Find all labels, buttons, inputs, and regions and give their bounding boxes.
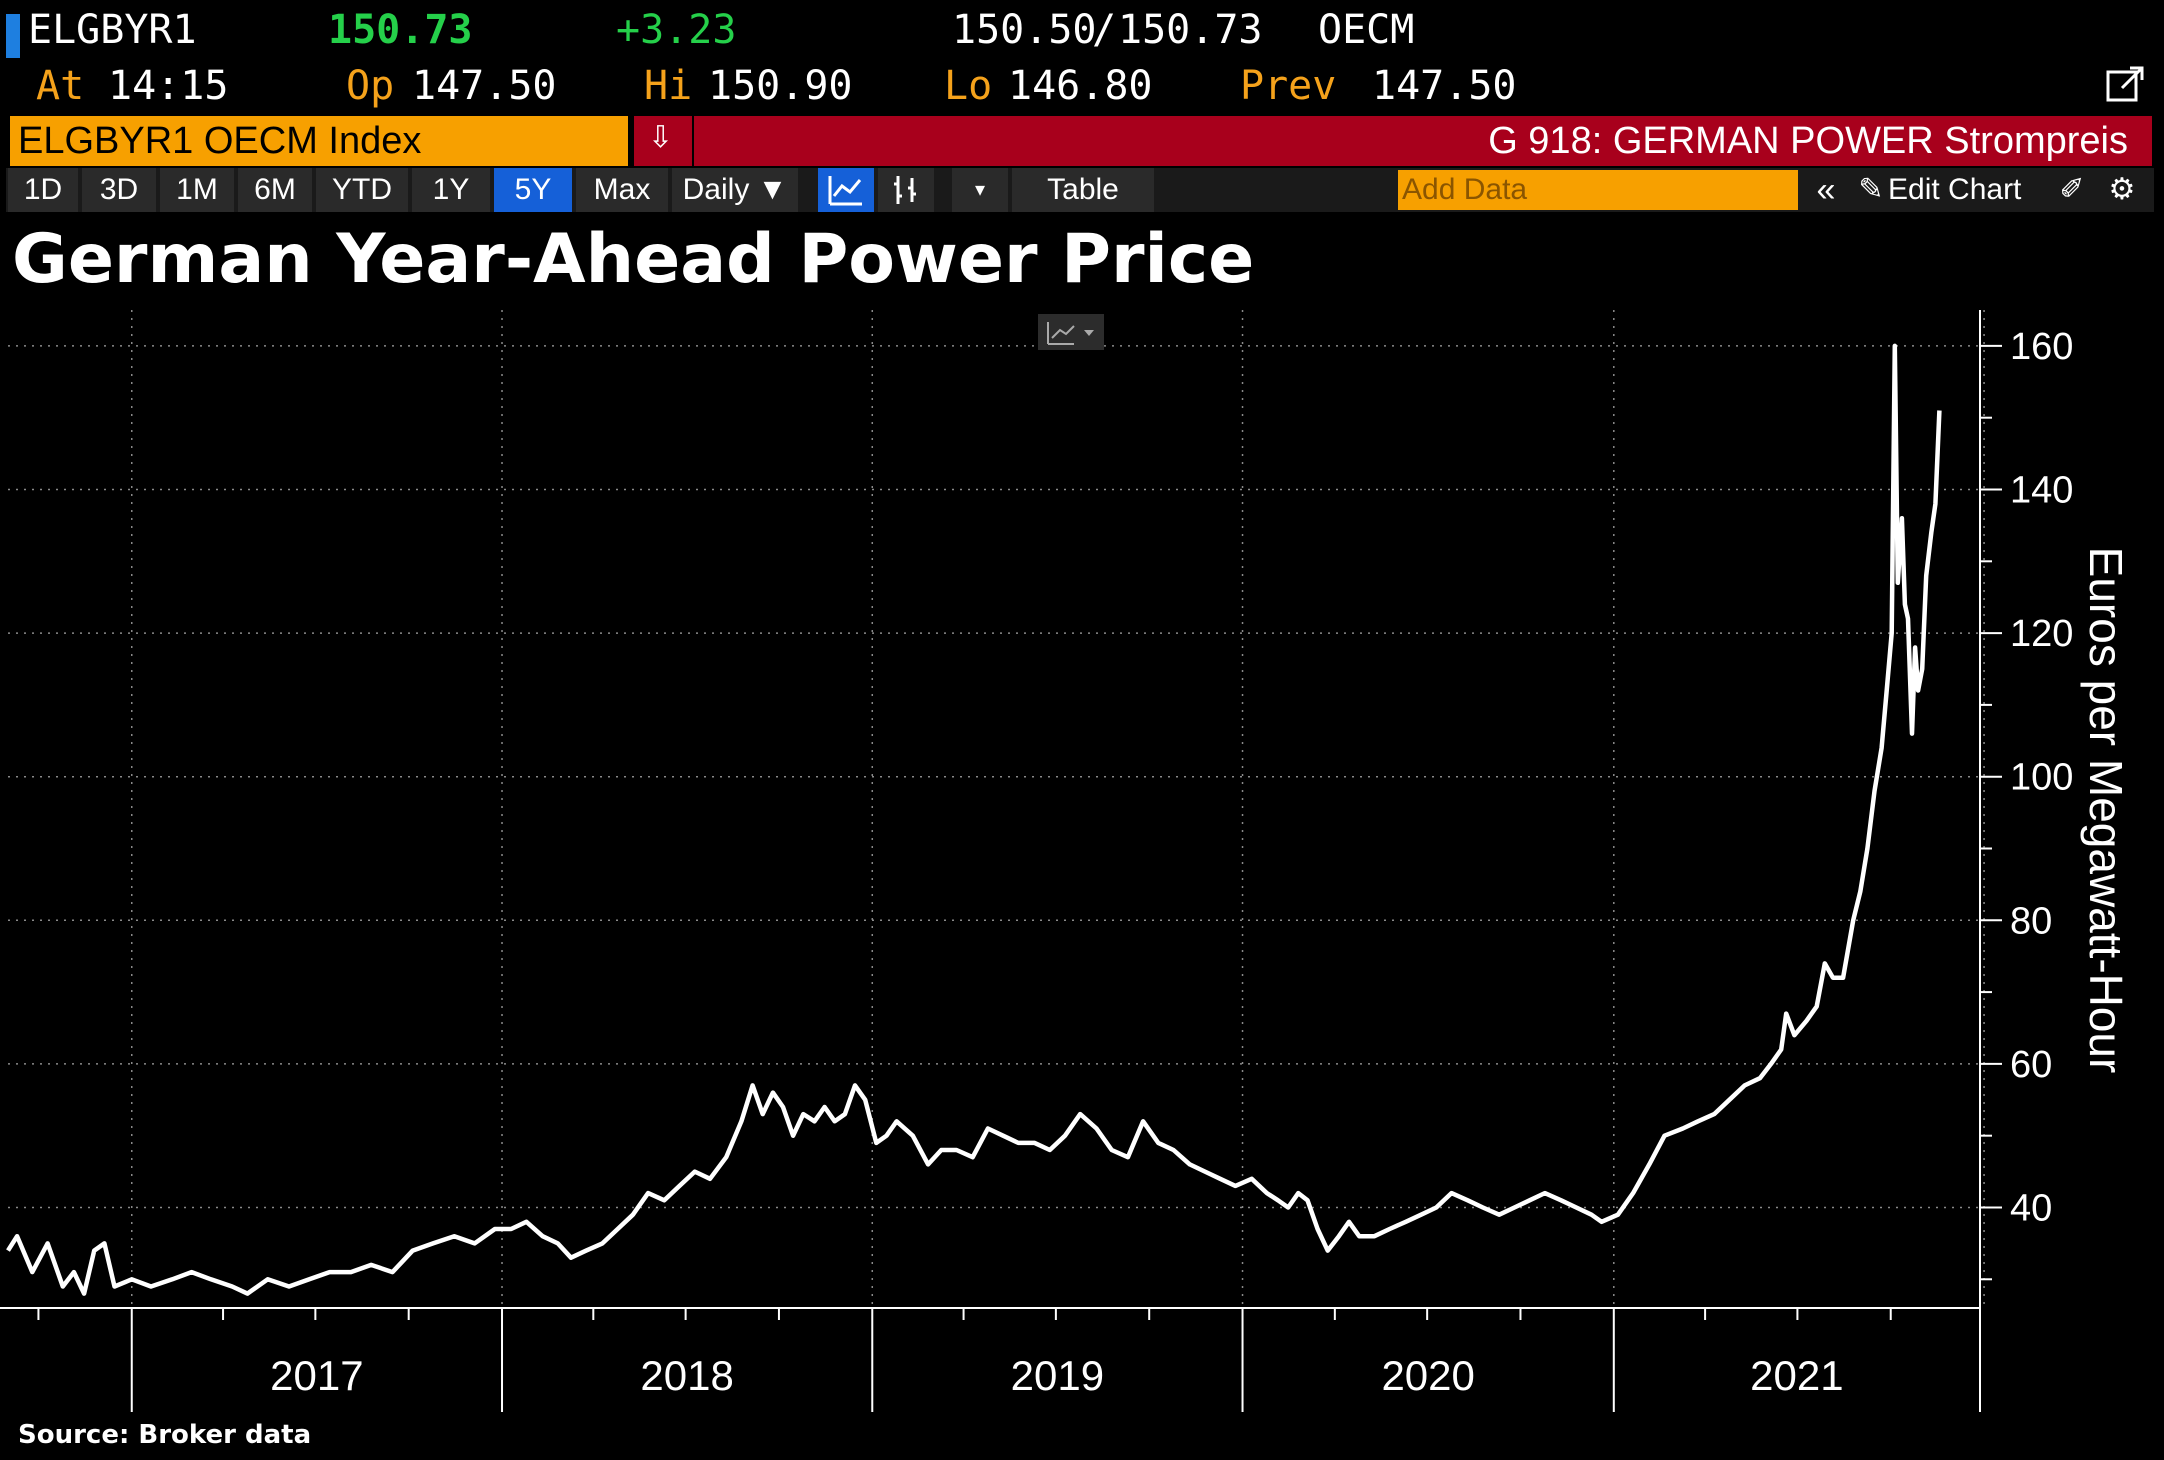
y-tick-label: 40 [2010, 1187, 2052, 1229]
x-tick-label: 2017 [270, 1352, 363, 1399]
range-1d-button[interactable]: 1D [8, 168, 78, 212]
popout-icon[interactable] [2104, 64, 2148, 108]
open-label: Op [346, 63, 395, 109]
low-value: 146.80 [1008, 63, 1153, 109]
price-change: +3.23 [616, 7, 737, 53]
axes [0, 310, 2002, 1412]
range-5y-button[interactable]: 5Y [494, 168, 572, 212]
at-time: 14:15 [108, 63, 229, 109]
chart-title: German Year-Ahead Power Price [12, 220, 1255, 299]
y-tick-label: 60 [2010, 1044, 2052, 1086]
ticker-symbol: ELGBYR1 [28, 7, 197, 53]
range-1m-button[interactable]: 1M [160, 168, 234, 212]
open-value: 147.50 [412, 63, 557, 109]
chart-toolbar: 1D 3D 1M 6M YTD 1Y 5Y Max Daily ▼ ▾ Tabl… [6, 168, 2154, 212]
x-tick-label: 2021 [1750, 1352, 1843, 1399]
low-label: Lo [944, 63, 993, 109]
security-field[interactable]: ELGBYR1 OECM Index [10, 116, 628, 166]
chart-type-dropdown-icon[interactable]: ▾ [952, 168, 1008, 212]
function-name: G 918: GERMAN POWER Strompreis [1488, 120, 2128, 162]
range-max-button[interactable]: Max [576, 168, 668, 212]
function-bar: G 918: GERMAN POWER Strompreis [694, 116, 2152, 166]
ask-price: 150.73 [1118, 7, 1263, 53]
x-tick-label: 2019 [1011, 1352, 1104, 1399]
bid-ask-separator: / [1092, 7, 1117, 53]
add-data-input[interactable] [1398, 170, 1798, 210]
prev-label: Prev [1240, 63, 1337, 109]
security-dropdown-button[interactable]: ⇩ [634, 116, 692, 166]
x-tick-label: 2018 [640, 1352, 733, 1399]
bar-chart-icon[interactable] [878, 168, 934, 212]
y-tick-label: 80 [2010, 900, 2052, 942]
y-tick-label: 160 [2010, 326, 2073, 368]
at-label: At [36, 63, 85, 109]
last-price: 150.73 [328, 7, 473, 53]
collapse-icon[interactable]: « [1806, 168, 1846, 212]
high-label: Hi [644, 63, 693, 109]
range-3d-button[interactable]: 3D [82, 168, 156, 212]
security-name: ELGBYR1 OECM Index [18, 120, 422, 162]
bid-price: 150.50 [952, 7, 1097, 53]
x-tick-label: 2020 [1381, 1352, 1474, 1399]
gear-icon[interactable]: ⚙ [2100, 168, 2144, 212]
ticker-marker [6, 14, 20, 58]
axis-labels: 40 60 80 100 120 140 160 2017 2018 2019 2020 2021 Eu… [270, 326, 2132, 1399]
y-tick-label: 120 [2010, 613, 2073, 655]
grid [8, 310, 1985, 1308]
source-note: Source: Broker data [18, 1420, 312, 1450]
frequency-dropdown[interactable]: Daily ▼ [672, 168, 798, 212]
price-source: OECM [1318, 7, 1415, 53]
range-1y-button[interactable]: 1Y [412, 168, 490, 212]
chart-settings-icon[interactable]: ✐ [2052, 168, 2092, 212]
series-line [6, 343, 1942, 1296]
y-tick-label: 100 [2010, 757, 2073, 799]
prev-value: 147.50 [1372, 63, 1517, 109]
y-axis-label: Euros per Megawatt-Hour [2080, 547, 2132, 1074]
edit-chart-button[interactable]: Edit Chart [1888, 168, 2044, 212]
chart-mini-menu[interactable] [1038, 314, 1104, 350]
range-ytd-button[interactable]: YTD [316, 168, 408, 212]
dropdown-icon: ⇩ [648, 120, 674, 155]
high-value: 150.90 [708, 63, 853, 109]
y-tick-label: 140 [2010, 469, 2073, 511]
line-chart-icon[interactable] [818, 168, 874, 212]
edit-pencil-icon[interactable]: ✎ [1856, 168, 1886, 212]
table-button[interactable]: Table [1012, 168, 1154, 212]
range-6m-button[interactable]: 6M [238, 168, 312, 212]
